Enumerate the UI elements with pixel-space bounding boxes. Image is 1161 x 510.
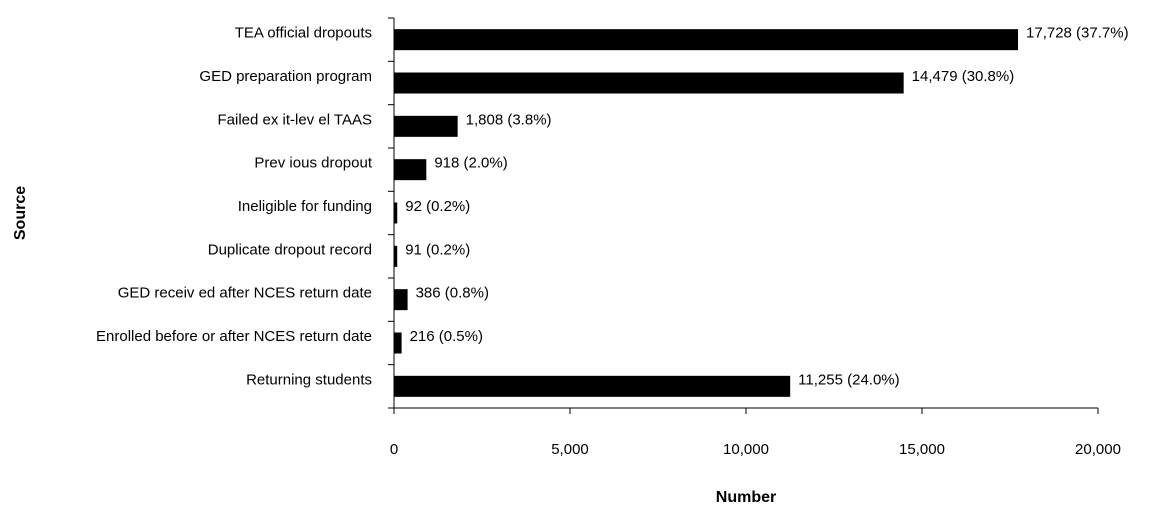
data-label: 11,255 (24.0%) [798, 371, 899, 388]
bar [394, 289, 408, 311]
data-label: 216 (0.5%) [410, 328, 483, 345]
x-tick-label: 10,000 [723, 441, 769, 458]
data-label: 918 (2.0%) [434, 155, 507, 172]
category-labels: TEA official dropouts GED preparation pro… [96, 25, 373, 389]
data-label: 92 (0.2%) [405, 198, 470, 215]
data-labels: 17,728 (37.7%) 14,479 (30.8%) 1,808 (3.8%)… [405, 25, 1128, 389]
data-label: 91 (0.2%) [405, 241, 470, 258]
category-label: Duplicate dropout record [208, 241, 372, 258]
data-label: 14,479 (30.8%) [912, 68, 1015, 85]
data-label: 17,728 (37.7%) [1026, 25, 1129, 42]
bar [394, 115, 458, 137]
x-tick-label: 0 [390, 441, 398, 458]
category-label: GED receiv ed after NCES return date [118, 285, 372, 302]
category-label: Enrolled before or after NCES return dat… [96, 328, 372, 345]
category-label: Ineligible for funding [238, 198, 372, 215]
data-label: 386 (0.8%) [416, 285, 489, 302]
bar [394, 375, 791, 397]
category-label: Returning students [246, 371, 372, 388]
y-axis-title: Source [12, 186, 29, 240]
category-label: GED preparation program [199, 68, 372, 85]
x-axis-ticks [393, 408, 1099, 414]
bar [394, 29, 1019, 51]
data-label: 1,808 (3.8%) [466, 111, 552, 128]
bar [394, 72, 904, 94]
bars-group [394, 29, 1019, 397]
x-axis-title: Number [716, 489, 776, 506]
bar [394, 245, 398, 267]
y-axis-ticks [388, 17, 394, 409]
bar [394, 202, 398, 224]
x-tick-label: 15,000 [899, 441, 945, 458]
x-tick-label: 5,000 [551, 441, 589, 458]
bar [394, 159, 427, 181]
bar [394, 332, 402, 354]
x-tick-label: 20,000 [1075, 441, 1121, 458]
category-label: TEA official dropouts [235, 25, 372, 42]
category-label: Prev ious dropout [254, 155, 372, 172]
x-tick-labels: 0 5,000 10,000 15,000 20,000 [390, 441, 1121, 458]
category-label: Failed ex it-lev el TAAS [217, 111, 372, 128]
